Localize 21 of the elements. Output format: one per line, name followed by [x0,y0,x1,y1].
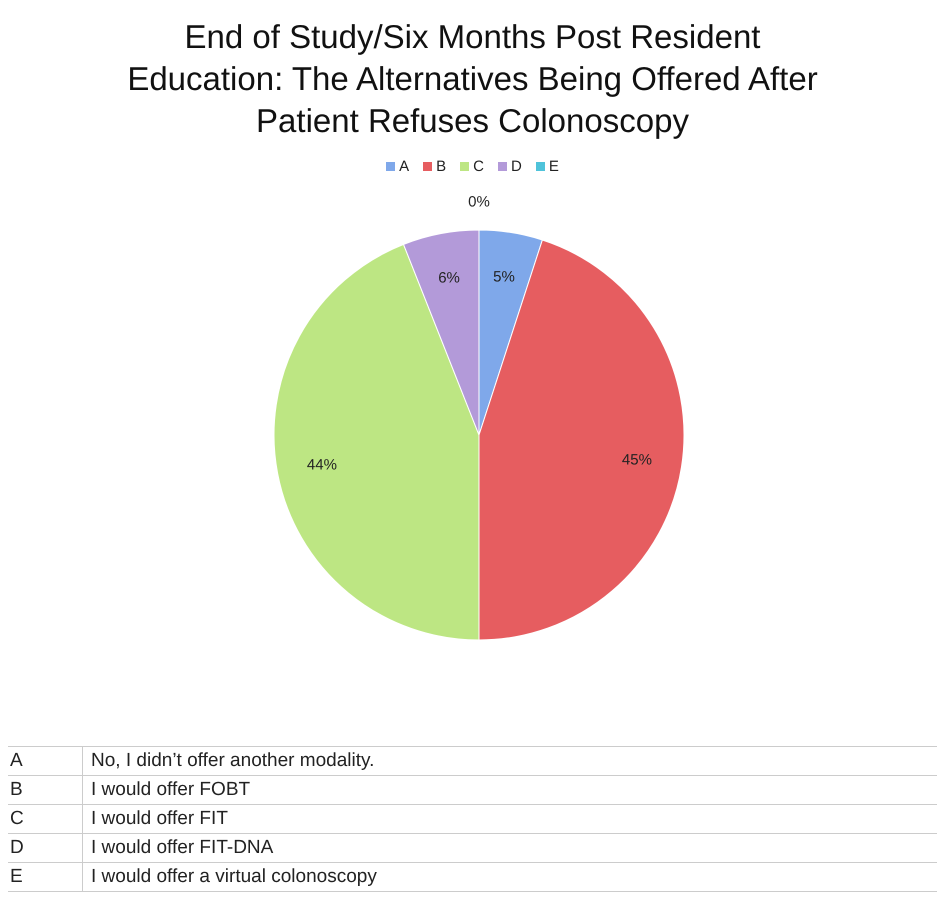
legend-label: C [473,158,484,175]
legend-label: D [511,158,522,175]
text: I would offer FIT [90,807,229,831]
text: I would offer FOBT [90,778,252,802]
category-label: E [10,866,23,887]
text: I would offer a virtual colonoscopy [90,865,378,889]
legend-label: A [399,158,410,175]
chart-title: End of Study/Six Months Post Resident Education: The Alternatives Being Offered After Patient Refuses Colonoscopy [126,17,819,141]
text: 0% [468,194,490,210]
data-label: 5% [493,268,515,286]
text: I would offer FIT-DNA [90,836,274,860]
data-label: 44% [306,456,337,474]
category-label: B [10,779,23,800]
legend-label: E [548,158,559,175]
category-label: A [10,750,23,771]
text: No, I didn’t offer another modality. [90,749,376,773]
data-label: 6% [438,269,460,286]
category-label: C [10,808,24,829]
data-label: 45% [622,452,652,469]
legend-label: B [436,158,446,175]
category-label: D [10,837,24,858]
